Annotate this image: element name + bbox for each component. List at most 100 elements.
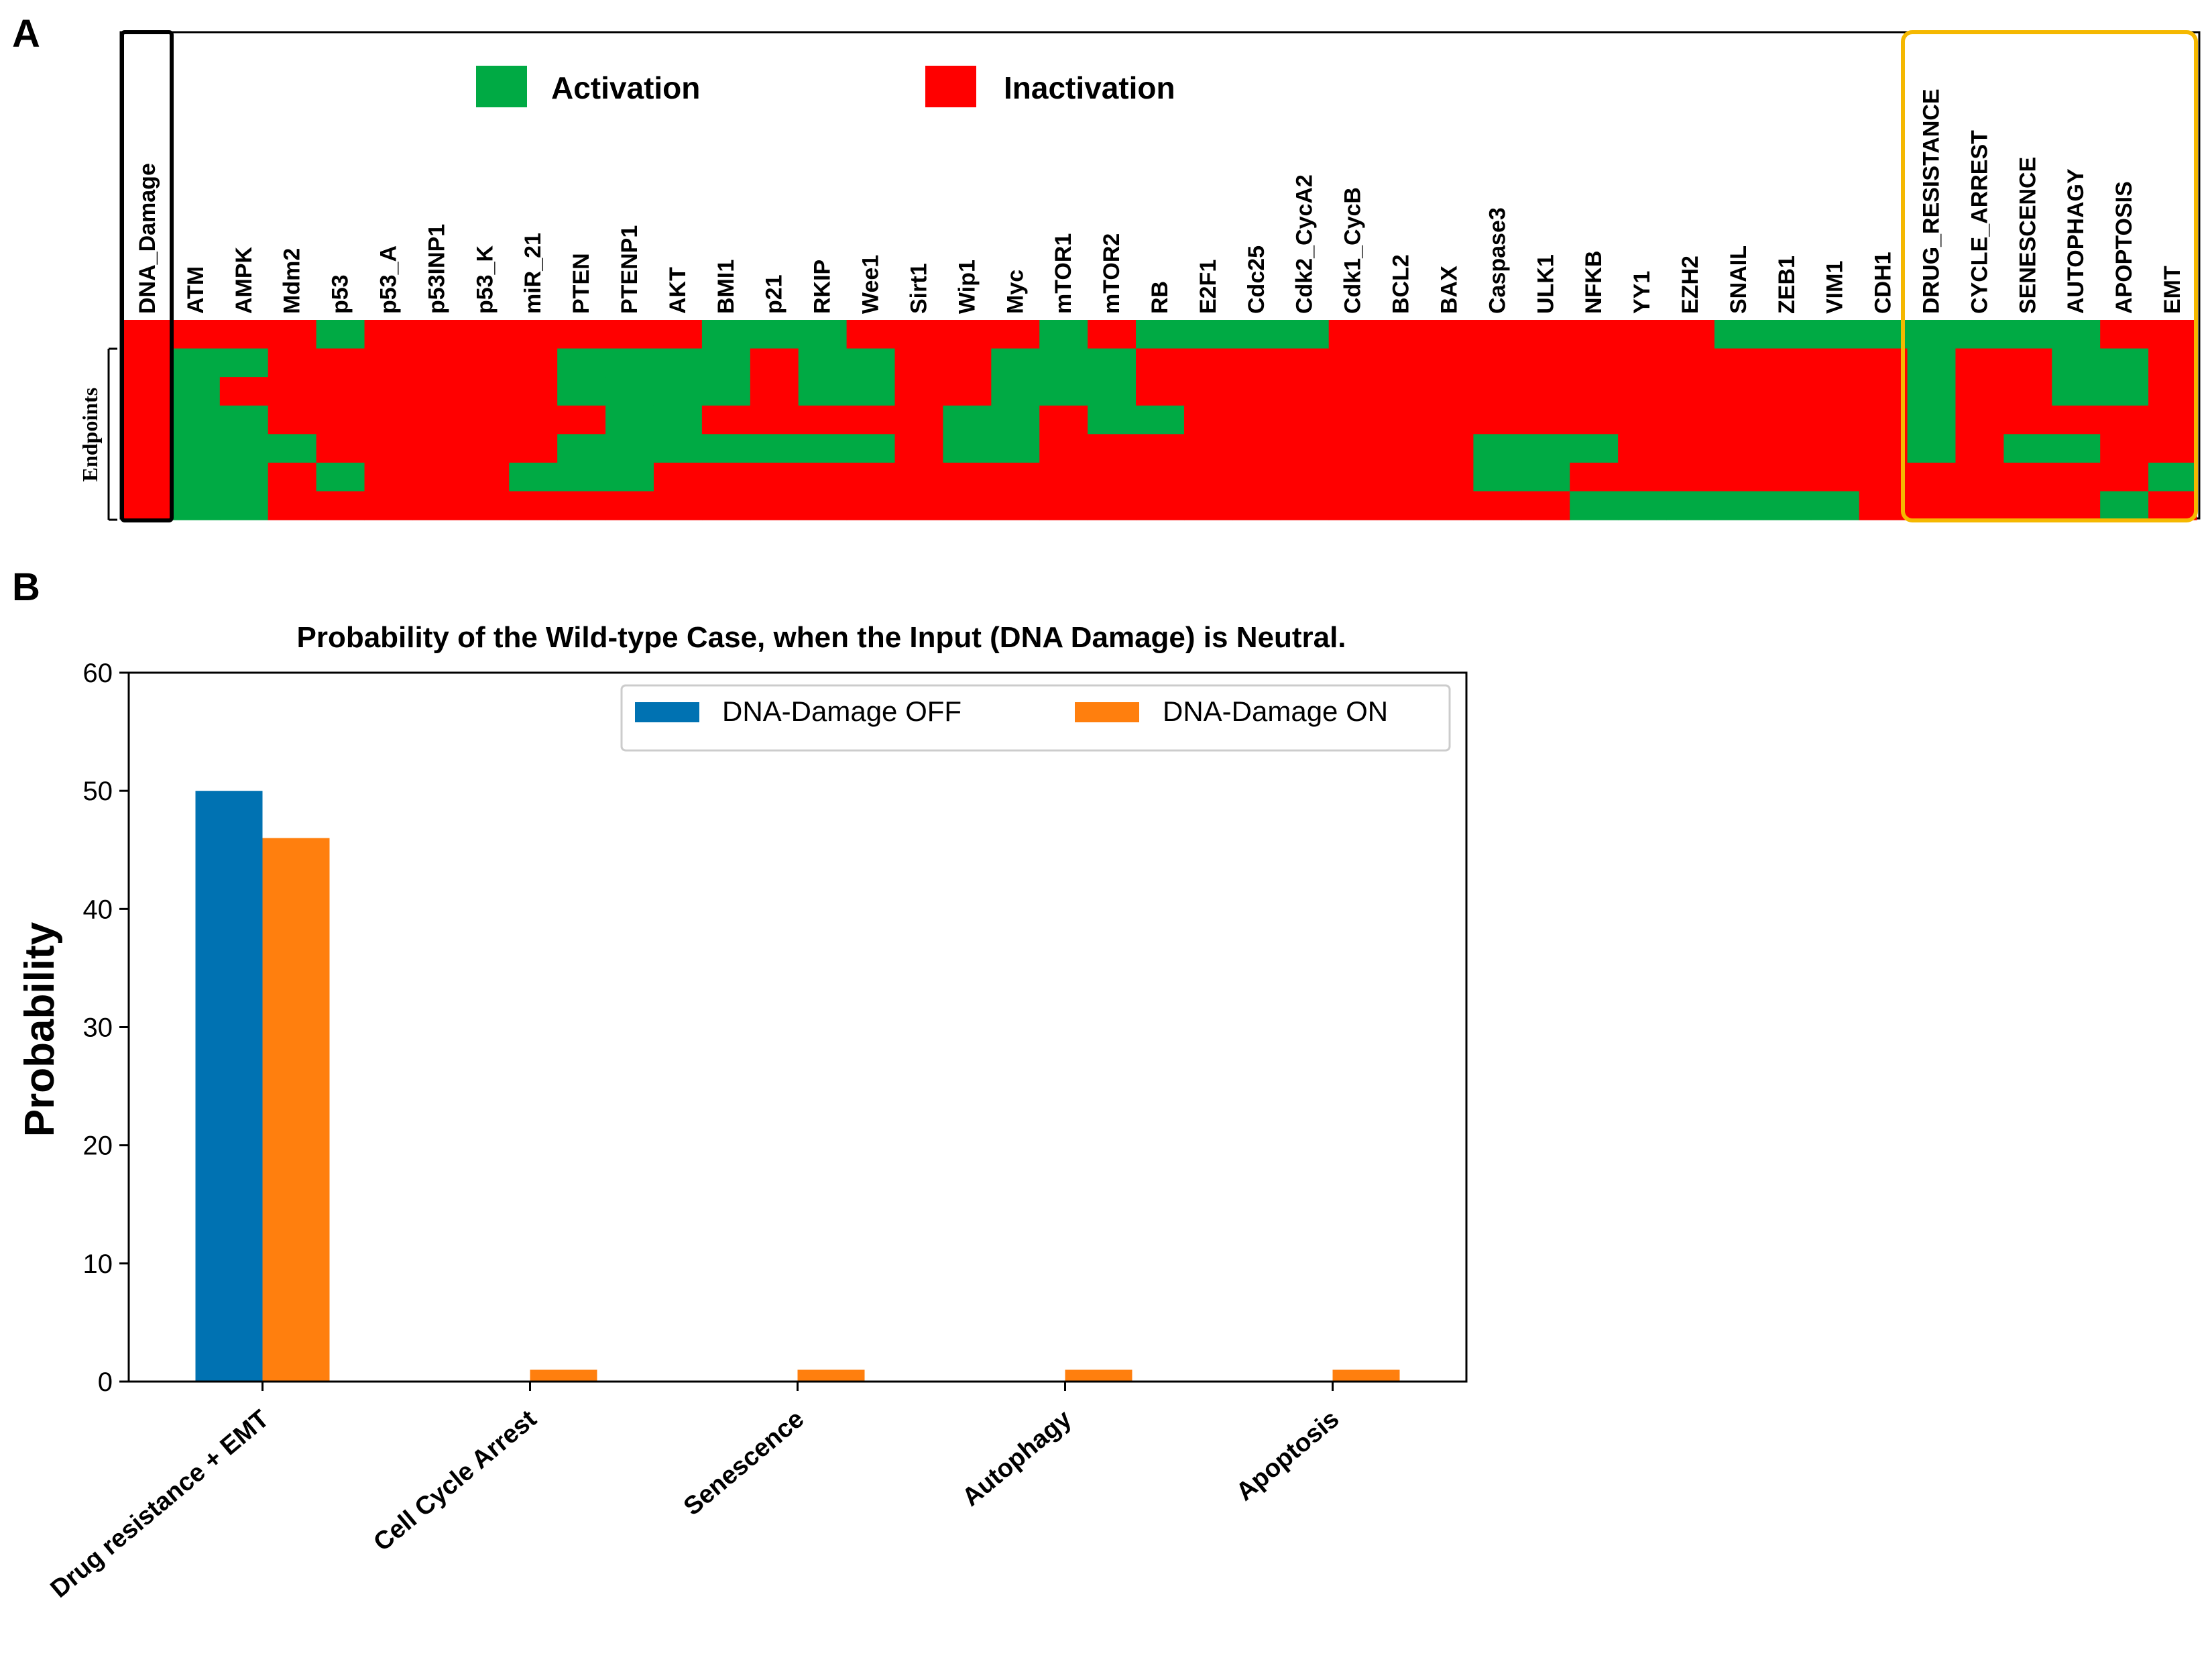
heatmap-cell-r4-p53inp1 bbox=[412, 405, 461, 435]
heatmap-cell-r4-mdm2 bbox=[268, 405, 317, 435]
gene-label-cdc25: Cdc25 bbox=[1244, 245, 1269, 314]
heatmap-cell-r2-p53-k bbox=[461, 348, 510, 378]
heatmap-cell-r2-ezh2 bbox=[1666, 348, 1715, 378]
heatmap-cell-r7-drug-resistance bbox=[1907, 491, 1957, 520]
heatmap-cell-r6-p21 bbox=[750, 462, 799, 492]
heatmap-cell-r3-apoptosis bbox=[2100, 377, 2149, 406]
heatmap-cell-r3-p53inp1 bbox=[412, 377, 461, 406]
gene-label-akt: AKT bbox=[665, 267, 691, 314]
heatmap-cell-r3-autophagy bbox=[2052, 377, 2101, 406]
heatmap-cell-r5-ampk bbox=[219, 434, 269, 463]
heatmap-cell-r4-drug-resistance bbox=[1907, 405, 1957, 435]
heatmap-cell-r3-e2f1 bbox=[1183, 377, 1233, 406]
heatmap-cell-r3-p53 bbox=[316, 377, 365, 406]
heatmap-cell-r1-vim1 bbox=[1810, 320, 1860, 349]
heatmap-cell-r1-p53-k bbox=[461, 320, 510, 349]
heatmap-cell-r3-ulk1 bbox=[1521, 377, 1570, 406]
heatmap-cell-r5-sirt1 bbox=[894, 434, 944, 463]
heatmap-cell-r6-cdc25 bbox=[1232, 462, 1281, 492]
bar-on-5 bbox=[1332, 1369, 1400, 1382]
heatmap-cell-r4-cdk1-cycb bbox=[1328, 405, 1378, 435]
heatmap-cell-r7-pten bbox=[557, 491, 606, 520]
heatmap-cell-r1-ampk bbox=[219, 320, 269, 349]
heatmap-cell-r1-cdh1 bbox=[1859, 320, 1908, 349]
inactivation-legend-label: Inactivation bbox=[1004, 70, 1175, 105]
heatmap-cell-r2-sirt1 bbox=[894, 348, 944, 378]
heatmap-cell-r6-mtor1 bbox=[1039, 462, 1088, 492]
heatmap-cell-r4-ampk bbox=[219, 405, 269, 435]
heatmap-cell-r3-wip1 bbox=[943, 377, 992, 406]
heatmap-cell-r5-yy1 bbox=[1618, 434, 1667, 463]
heatmap-cell-r6-myc bbox=[991, 462, 1040, 492]
heatmap-cell-r5-myc bbox=[991, 434, 1040, 463]
heatmap-cell-r3-cdc25 bbox=[1232, 377, 1281, 406]
heatmap-cell-r2-p53inp1 bbox=[412, 348, 461, 378]
heatmap-cell-r5-wee1 bbox=[846, 434, 896, 463]
heatmap-cell-r5-bmi1 bbox=[701, 434, 751, 463]
heatmap-cell-r2-mdm2 bbox=[268, 348, 317, 378]
heatmap-cell-r2-senescence bbox=[2003, 348, 2052, 378]
panel-b: B Probability of the Wild-type Case, whe… bbox=[12, 565, 1468, 1604]
heatmap-cell-r1-snail bbox=[1714, 320, 1763, 349]
bar-legend: DNA-Damage OFF DNA-Damage ON bbox=[620, 684, 1451, 752]
heatmap-cell-r1-cdk1-cycb bbox=[1328, 320, 1378, 349]
x-category-label: Drug resistance + EMT bbox=[46, 1405, 275, 1604]
heatmap-cell-r5-apoptosis bbox=[2100, 434, 2149, 463]
heatmap-cell-r5-wip1 bbox=[943, 434, 992, 463]
heatmap-cell-r6-bmi1 bbox=[701, 462, 751, 492]
heatmap-cell-r1-pten bbox=[557, 320, 606, 349]
heatmap-cell-r1-bmi1 bbox=[701, 320, 751, 349]
heatmap-cell-r2-vim1 bbox=[1810, 348, 1860, 378]
heatmap-cell-r2-myc bbox=[991, 348, 1040, 378]
heatmap-cell-r4-akt bbox=[653, 405, 703, 435]
dna-damage-off-swatch bbox=[635, 702, 699, 722]
heatmap-cell-r4-cdk2-cyca2 bbox=[1280, 405, 1330, 435]
heatmap-cell-r3-cycle-arrest bbox=[1955, 377, 2004, 406]
heatmap-cell-r6-caspase3 bbox=[1473, 462, 1522, 492]
gene-label-ptenp1: PTENP1 bbox=[617, 225, 642, 314]
heatmap-cell-r2-drug-resistance bbox=[1907, 348, 1957, 378]
endpoints-label: Endpoints bbox=[78, 388, 102, 482]
heatmap-cell-r1-dna-damage bbox=[123, 320, 172, 349]
heatmap-cell-r1-cycle-arrest bbox=[1955, 320, 2004, 349]
heatmap-cell-r4-mir-21 bbox=[509, 405, 558, 435]
heatmap-cell-r7-rkip bbox=[798, 491, 848, 520]
heatmap-cell-r1-autophagy bbox=[2052, 320, 2101, 349]
heatmap-cell-r7-zeb1 bbox=[1762, 491, 1812, 520]
gene-label-dna-damage: DNA_Damage bbox=[135, 163, 160, 314]
heatmap-cell-r6-dna-damage bbox=[123, 462, 172, 492]
heatmap-cell-r7-caspase3 bbox=[1473, 491, 1522, 520]
heatmap-cell-r3-atm bbox=[171, 377, 221, 406]
heatmap-cell-r7-emt bbox=[2148, 491, 2197, 520]
bar-on-3 bbox=[797, 1369, 865, 1382]
heatmap-cell-r5-nfkb bbox=[1570, 434, 1619, 463]
heatmap-cell-r2-zeb1 bbox=[1762, 348, 1812, 378]
heatmap-cell-r2-ampk bbox=[219, 348, 269, 378]
heatmap-cell-r2-mir-21 bbox=[509, 348, 558, 378]
heatmap-cell-r2-rkip bbox=[798, 348, 848, 378]
heatmap-cell-r5-drug-resistance bbox=[1907, 434, 1957, 463]
y-tick-label: 40 bbox=[83, 895, 113, 924]
gene-label-p53: p53 bbox=[328, 274, 353, 314]
gene-label-ampk: AMPK bbox=[231, 246, 257, 314]
heatmap-cell-r7-mir-21 bbox=[509, 491, 558, 520]
panel-a: A Activation Inactivation DNA_Damage ATM A… bbox=[12, 12, 2201, 522]
heatmap-cell-r5-bax bbox=[1425, 434, 1474, 463]
x-category-label: Apoptosis bbox=[1231, 1405, 1344, 1507]
heatmap-cell-r7-apoptosis bbox=[2100, 491, 2149, 520]
heatmap-cell-r3-cdh1 bbox=[1859, 377, 1908, 406]
heatmap-cell-r6-pten bbox=[557, 462, 606, 492]
gene-label-mtor1: mTOR1 bbox=[1051, 233, 1076, 314]
heatmap-cell-r7-wee1 bbox=[846, 491, 896, 520]
heatmap-cell-r1-myc bbox=[991, 320, 1040, 349]
gene-label-mtor2: mTOR2 bbox=[1099, 233, 1124, 314]
heatmap-cell-r7-cycle-arrest bbox=[1955, 491, 2004, 520]
heatmap-cell-r3-rb bbox=[1136, 377, 1185, 406]
heatmap-cell-r1-mdm2 bbox=[268, 320, 317, 349]
heatmap-cell-r5-e2f1 bbox=[1183, 434, 1233, 463]
heatmap-cell-r7-cdk2-cyca2 bbox=[1280, 491, 1330, 520]
heatmap-cell-r5-ezh2 bbox=[1666, 434, 1715, 463]
heatmap-cell-r1-zeb1 bbox=[1762, 320, 1812, 349]
heatmap-cell-r2-wip1 bbox=[943, 348, 992, 378]
heatmap-cell-r1-apoptosis bbox=[2100, 320, 2149, 349]
